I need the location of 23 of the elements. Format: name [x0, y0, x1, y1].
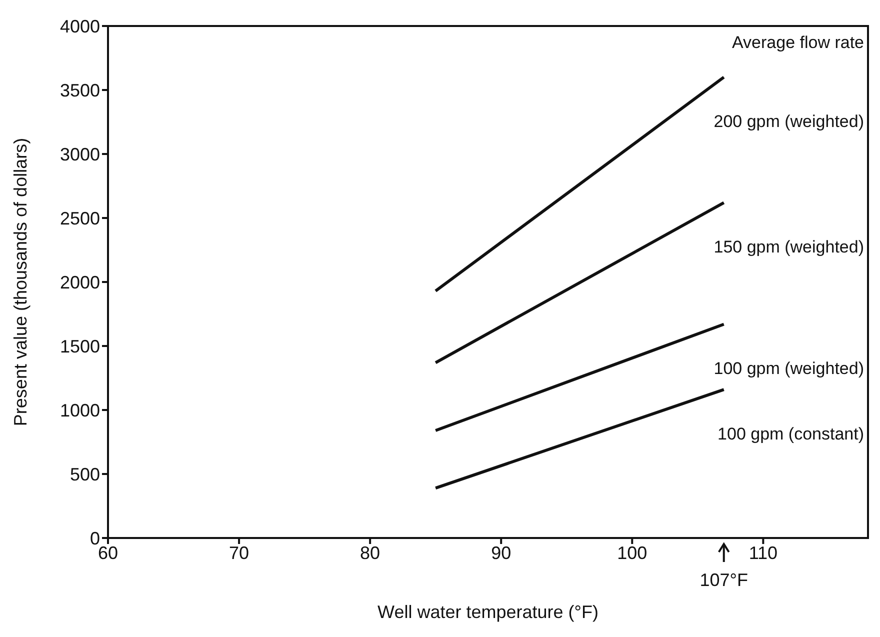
x-tick-label: 90: [491, 542, 512, 563]
y-tick-label: 1500: [60, 336, 100, 356]
series-label: 100 gpm (constant): [718, 424, 864, 444]
x-axis-title: Well water temperature (°F): [378, 602, 598, 622]
series-label: 200 gpm (weighted): [714, 112, 864, 132]
y-tick-label: 4000: [60, 16, 100, 36]
series-label: 150 gpm (weighted): [714, 238, 864, 257]
y-tick-label: 3500: [60, 80, 100, 100]
text: 107°F: [700, 570, 748, 590]
y-tick-label: 2000: [60, 272, 100, 292]
legend-title: Average flow rate: [732, 33, 864, 52]
x-tick-label: 80: [360, 542, 380, 563]
x-tick-label: 70: [229, 542, 250, 563]
y-tick-label: 0: [90, 528, 100, 548]
x-tick-label: 100: [617, 542, 648, 563]
y-tick-label: 1000: [60, 400, 100, 420]
x-tick-label: 110: [748, 542, 778, 563]
x-tick-label: 60: [98, 542, 118, 563]
y-tick-label: 2500: [60, 208, 100, 228]
series-label: 100 gpm (weighted): [714, 359, 864, 378]
y-tick-label: 3000: [60, 144, 100, 164]
y-axis-title: Present value (thousands of dollars): [10, 138, 30, 426]
y-tick-label: 500: [70, 464, 100, 484]
